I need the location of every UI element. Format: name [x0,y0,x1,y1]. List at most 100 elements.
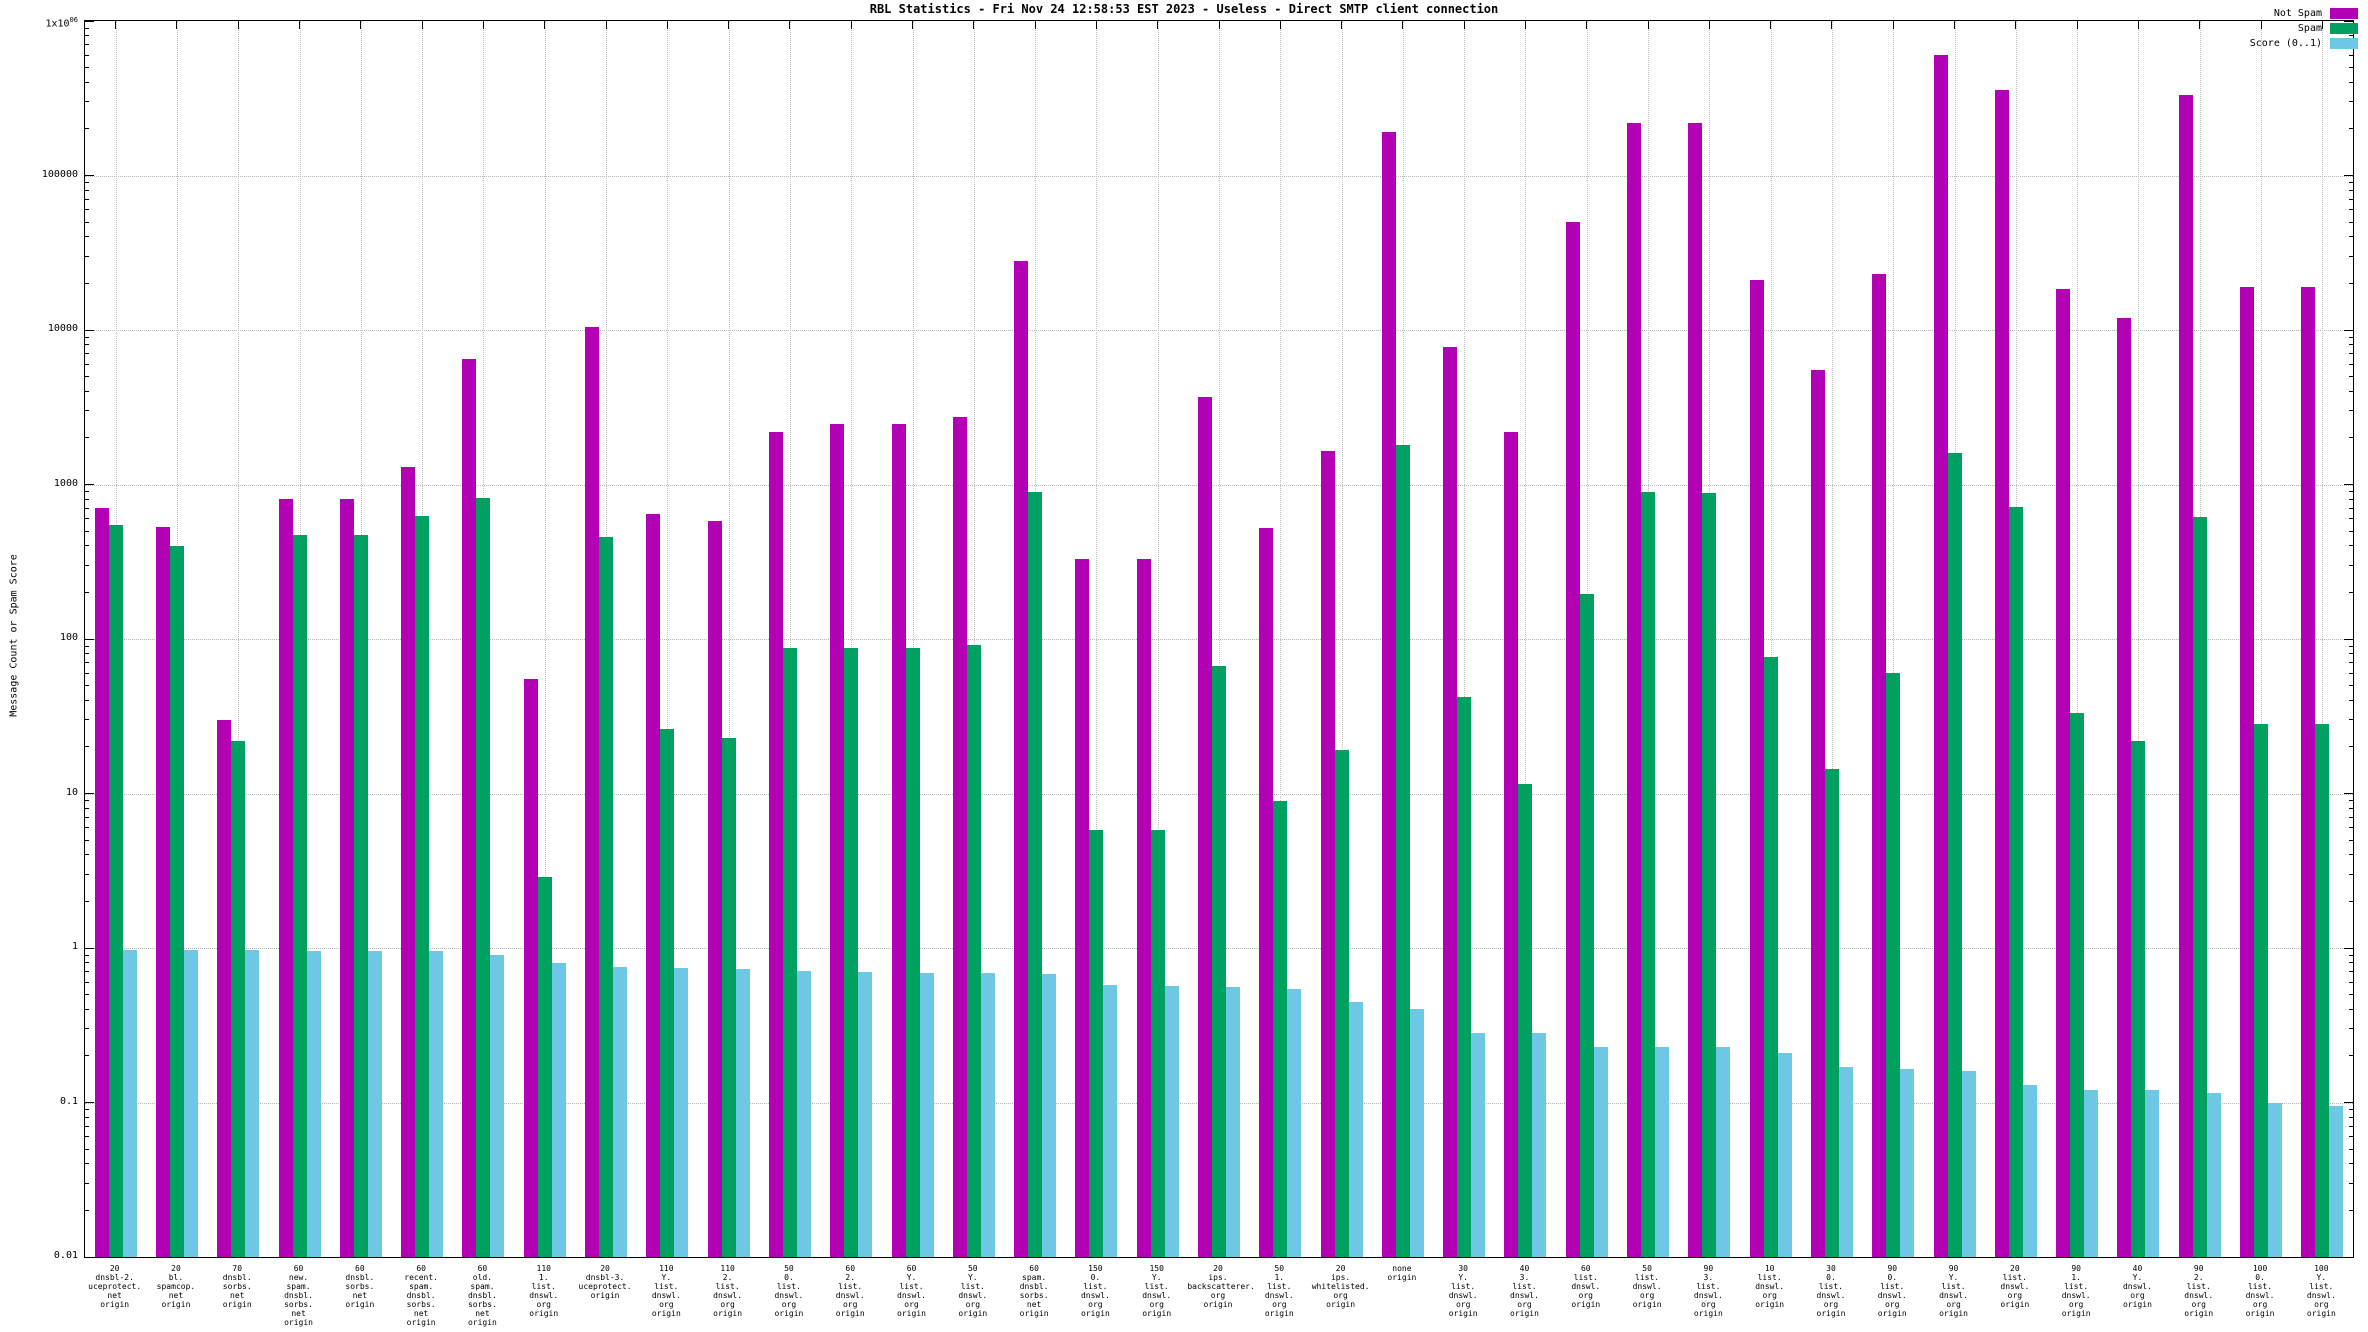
y-minor-tick [2349,1182,2353,1184]
y-minor-tick [85,839,89,841]
y-minor-tick [85,530,89,532]
x-gridline [973,21,975,1257]
x-tick-mark [1708,21,1710,29]
x-tick-mark [850,21,852,29]
bar-spam [1150,830,1165,1257]
bar-not-spam [1259,528,1274,1257]
bar-spam [231,740,246,1257]
bar-not-spam [2240,286,2255,1257]
y-minor-tick [2349,672,2353,674]
x-tick-label: 90 2. list. dnswl. org origin [2184,1264,2214,1318]
x-tick-label: 60 list. dnswl. org origin [1571,1264,1601,1309]
y-minor-tick [85,518,89,520]
y-tick-label: 10 [65,786,78,798]
x-gridline [1219,21,1220,1257]
bar-score [1838,1066,1853,1257]
x-gridline [1280,21,1282,1257]
bar-score [1471,1033,1486,1257]
bar-spam [2315,724,2330,1257]
bar-spam [1886,673,1901,1257]
bar-not-spam [585,326,600,1257]
x-tick-label: 60 Y. list. dnswl. org origin [897,1264,926,1318]
y-minor-tick [2349,182,2353,184]
legend-item-score: Score (0..1) [2250,38,2358,49]
x-tick-mark [2321,21,2323,29]
y-minor-tick [2349,128,2353,130]
bar-spam [108,524,123,1257]
y-minor-tick [85,1163,89,1165]
y-minor-tick [2349,1136,2353,1138]
y-tick-label: 100000 [41,168,78,180]
bar-score [858,971,873,1257]
x-tick-label: 60 2. list. dnswl. org origin [835,1264,865,1318]
bar-spam [1947,452,1962,1257]
x-tick-label: 60 spam. dnsbl. sorbs. net origin [1019,1264,1049,1318]
bar-score [1042,973,1057,1257]
bar-not-spam [1136,558,1151,1257]
y-minor-tick [85,1209,89,1211]
y-minor-tick [85,662,89,664]
y-tick-label: 10000 [47,323,78,334]
y-minor-tick [85,336,89,338]
y-tick-mark [85,638,94,640]
bar-spam [476,497,491,1257]
x-tick-label: 30 Y. list. dnswl. org origin [1448,1264,1478,1318]
x-tick-mark [176,21,178,29]
x-tick-mark [1892,21,1894,29]
y-tick-label: 1x1006 [45,16,78,30]
x-tick-label: 60 dnsbl. sorbs. net origin [345,1264,375,1309]
y-minor-tick [85,410,89,412]
x-tick-mark [1524,21,1526,29]
x-gridline [667,21,669,1257]
y-tick-mark [2344,1102,2353,1103]
bar-not-spam [1749,280,1764,1257]
y-tick-label: 1 [71,941,78,952]
bar-score [306,950,321,1257]
y-minor-tick [85,1136,89,1138]
x-tick-mark [482,21,484,29]
y-minor-tick [2349,854,2353,856]
bar-not-spam [523,679,538,1257]
bar-not-spam [278,499,293,1257]
bar-score [122,950,137,1257]
bar-not-spam [155,527,170,1257]
y-minor-tick [2349,498,2353,500]
bar-not-spam [1810,370,1825,1257]
y-minor-tick [2349,827,2353,829]
bar-spam [1641,492,1656,1257]
bar-not-spam [646,514,661,1257]
bar-score [613,967,628,1257]
x-gridline [1157,21,1159,1257]
legend-label-not-spam: Not Spam [2273,8,2322,19]
bar-spam [1028,491,1043,1257]
x-tick-mark [299,21,301,29]
x-tick-label: 40 3. list. dnswl. org origin [1510,1264,1539,1318]
bar-score [1716,1046,1731,1257]
bar-spam [2192,516,2207,1257]
bar-spam [353,535,368,1257]
bar-not-spam [1565,222,1580,1257]
x-tick-label: 10 list. dnswl. org origin [1755,1264,1785,1309]
bar-score [2084,1090,2099,1257]
y-minor-tick [2349,530,2353,532]
y-minor-tick [2349,1209,2353,1211]
y-minor-tick [2349,746,2353,748]
bar-not-spam [1198,396,1212,1257]
y-minor-tick [2349,491,2353,493]
bar-not-spam [1933,55,1948,1257]
y-minor-tick [2349,236,2353,238]
y-minor-tick [85,981,89,983]
bar-score [796,970,811,1257]
x-tick-label: 150 0. list. dnswl. org origin [1080,1264,1110,1318]
x-gridline [2261,21,2263,1257]
y-minor-tick [85,54,89,56]
y-minor-tick [85,954,89,956]
y-minor-tick [85,236,89,238]
y-minor-tick [2349,807,2353,809]
x-tick-label: 100 0. list. dnswl. org origin [2245,1264,2275,1318]
legend-item-spam: Spam [2298,23,2358,34]
bar-spam [721,737,736,1257]
y-minor-tick [2349,410,2353,412]
y-minor-tick [2349,353,2353,355]
bar-not-spam [891,424,906,1257]
